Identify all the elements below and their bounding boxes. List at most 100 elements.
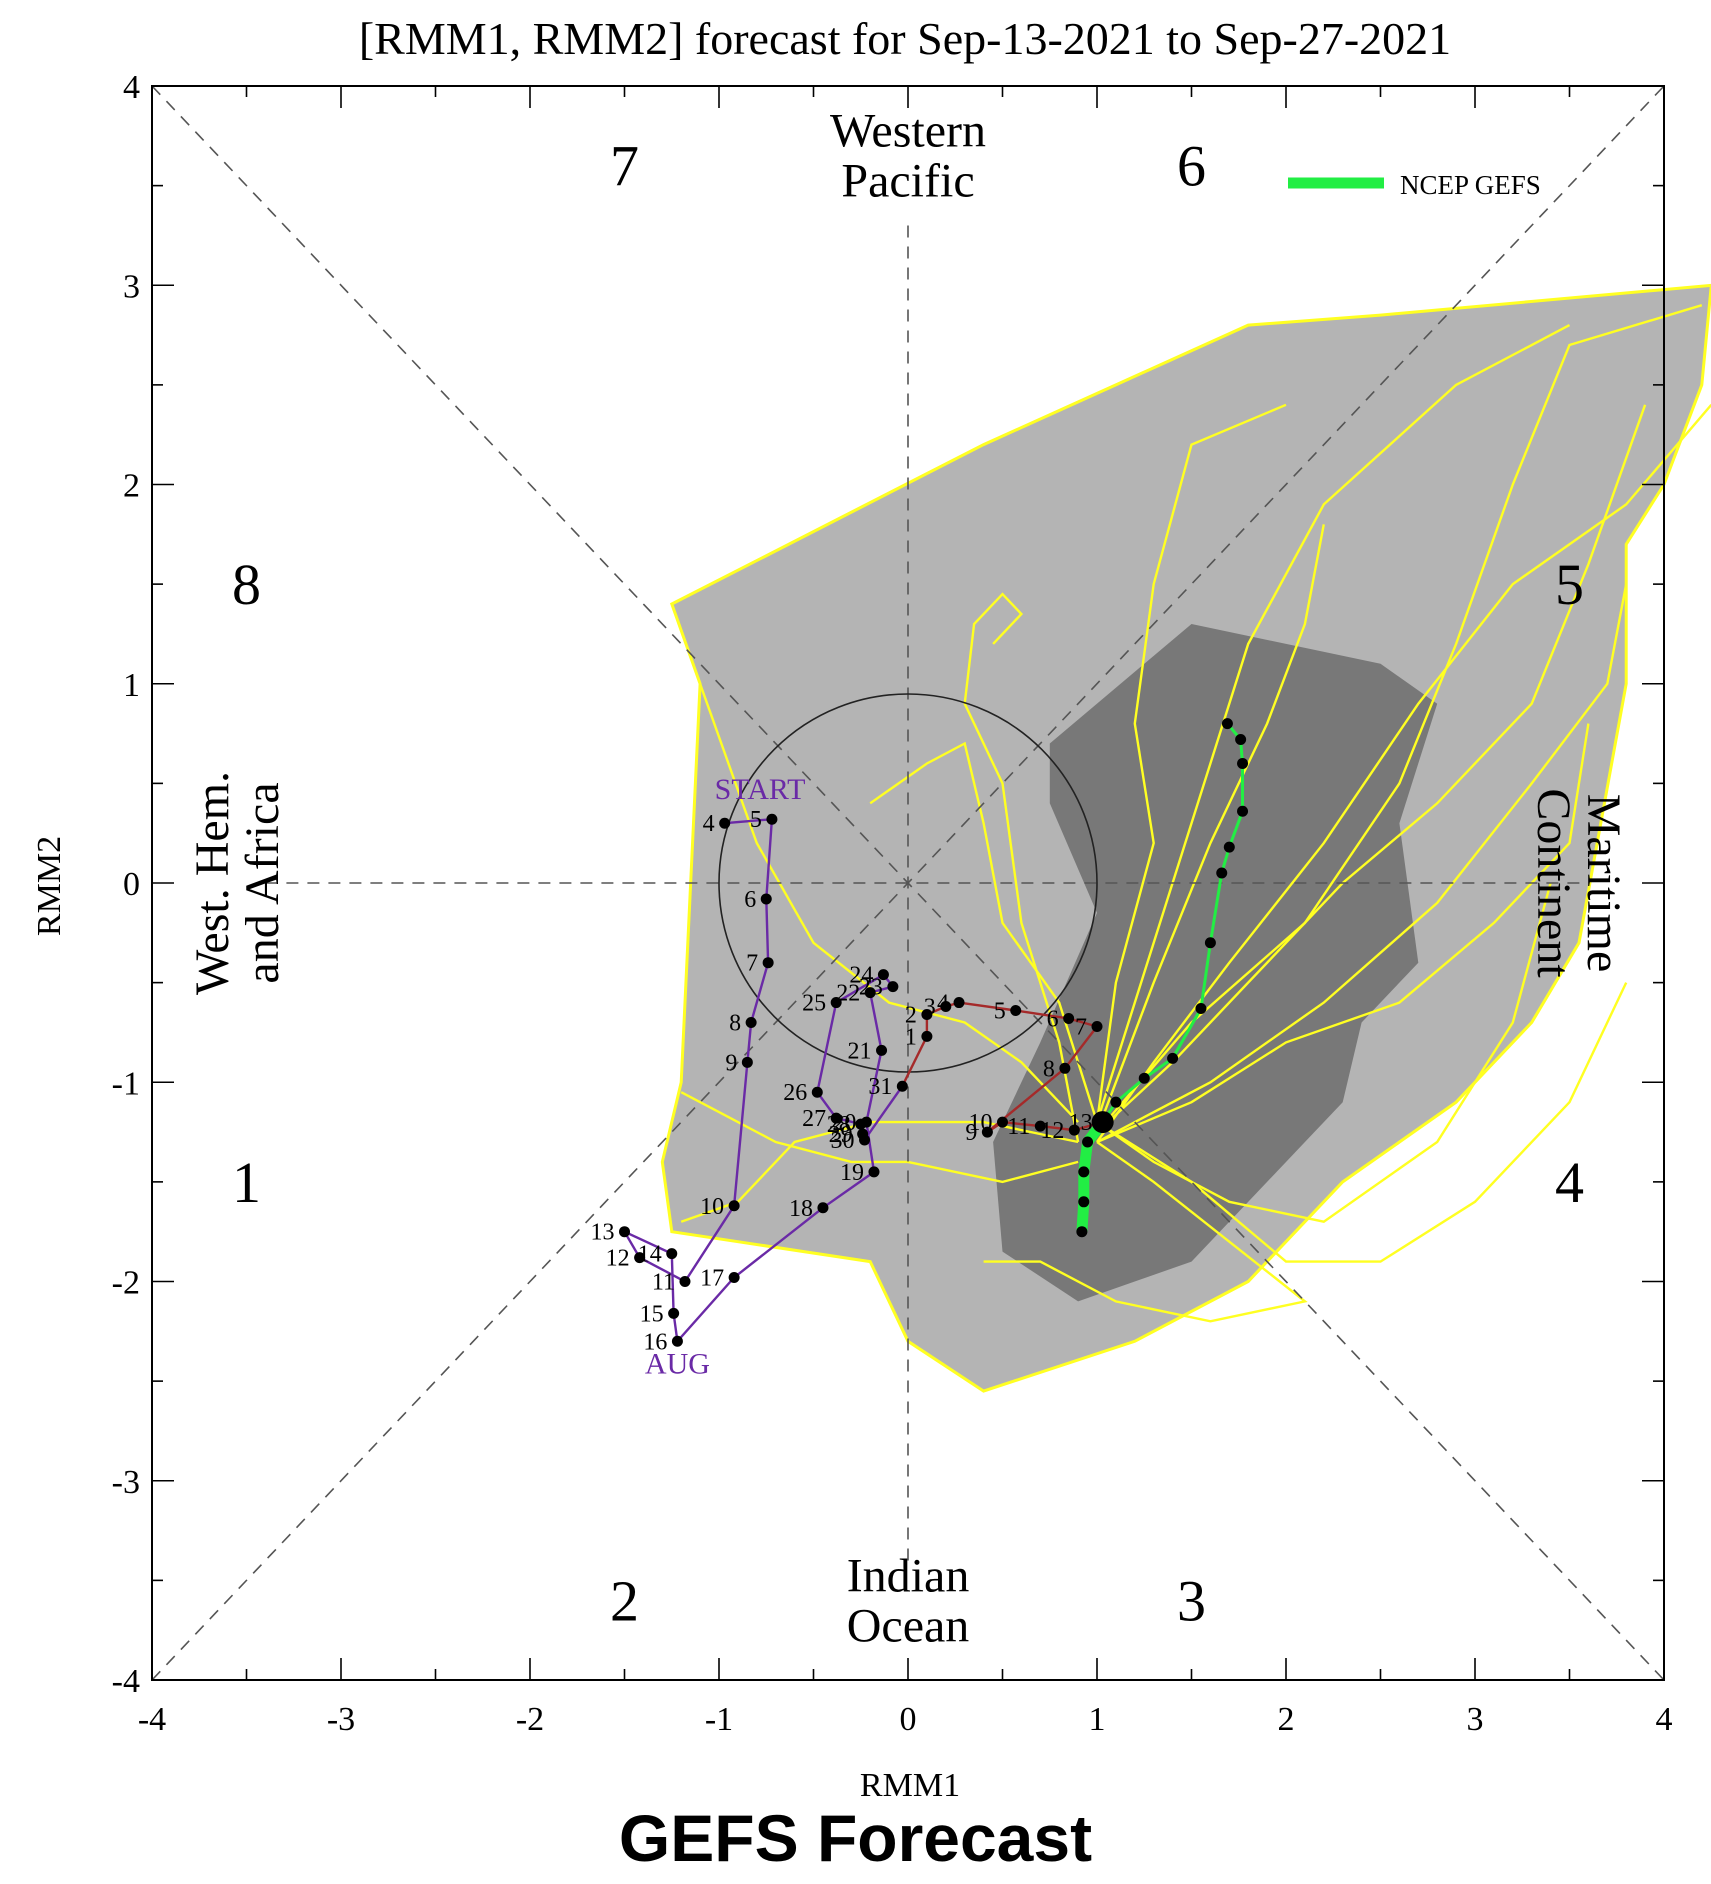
ensemble-member-9 [1096,723,1590,1144]
track-day-label: 12 [606,1246,630,1272]
track-day-label: 7 [1075,1014,1087,1040]
x-tick-label: -2 [516,1701,544,1738]
track-point [1059,1062,1071,1074]
gefs-mean-point [1204,937,1216,949]
track-day-label: 28 [827,1112,851,1138]
y-axis-label: RMM2 [31,836,68,936]
gefs-mean-point [1076,1226,1088,1238]
ensemble-member-15 [869,741,1099,1123]
ensemble-member-7 [963,592,1080,1143]
track-point [728,1272,740,1284]
track-day-label: 2 [905,1003,917,1029]
y-tick-label: -1 [112,1065,140,1102]
track-point [762,957,774,969]
track-day-label: 19 [840,1160,864,1186]
region-label-line: Indian [847,1549,970,1602]
ensemble-members [670,304,1711,1323]
track-day-label: 4 [703,811,715,837]
track-point [728,1200,740,1212]
track-point [766,813,778,825]
track-day-label: 1 [905,1024,917,1050]
track-day-label: 31 [868,1074,892,1100]
track-day-label: 13 [591,1220,615,1246]
chart-legend: NCEP GEFS [1288,170,1541,200]
region-label-line: Western [830,105,986,158]
track-day-label: 16 [643,1329,667,1355]
region-label-line: Continent [1527,788,1580,978]
track-day-label: 29 [829,1122,853,1148]
track-point [868,1166,880,1178]
region-label-line: and Africa [236,782,289,983]
ensemble-member-6 [1095,403,1287,1123]
track-day-label: 24 [849,963,873,989]
x-tick-label: -3 [327,1701,355,1738]
phase-label-7: 7 [610,134,639,199]
ensemble-member-16 [1095,524,1325,1133]
gefs-mean-point [1235,734,1247,746]
track-day-label: 6 [1047,1006,1059,1032]
gefs-mean-point [1078,1166,1090,1178]
ensemble-member-8 [1096,882,1552,1223]
track-point [745,1016,757,1028]
track-day-label: 8 [729,1010,741,1036]
track-day-label: 5 [750,807,762,833]
track-day-label: 3 [924,995,936,1021]
track-day-label: 8 [1043,1056,1055,1082]
chart-title: [RMM1, RMM2] forecast for Sep-13-2021 to… [359,13,1451,64]
track-point [940,1001,952,1013]
track-point [668,1307,680,1319]
region-label-line: Pacific [841,155,974,208]
gefs-mean-point [1221,718,1233,730]
track-day-label: 11 [1007,1114,1030,1140]
y-tick-label: 3 [123,268,140,305]
phase-label-6: 6 [1177,134,1206,199]
phase-label-8: 8 [232,552,261,617]
track-day-label: 10 [700,1194,724,1220]
track-point [679,1276,691,1287]
aug-label: AUG [645,1347,710,1380]
track-day-label: 17 [700,1266,724,1292]
y-tick-label: 0 [123,866,140,903]
track-day-label: 5 [994,999,1006,1025]
track-day-label: 25 [802,991,826,1017]
forecast-start-point [1091,1111,1114,1134]
region-label-line: West. Hem. [186,771,239,995]
gefs-mean-point [1110,1096,1122,1108]
phase-label-4: 4 [1555,1150,1584,1215]
ensemble-member-3 [1096,304,1703,1133]
track-day-label: 9 [965,1120,977,1146]
ensemble-member-14 [983,1141,1308,1323]
observed-track: 4 567891011121314151617181920212223242526… [591,773,1109,1380]
track-day-label: 7 [746,951,758,977]
region-label-3: West. Hem.and Africa [186,771,289,995]
gefs-mean-point [1223,841,1235,853]
track-point [953,997,965,1009]
track-point [741,1056,753,1068]
track-point [760,893,772,905]
track-point [1068,1124,1080,1136]
phase-label-1: 1 [232,1150,261,1215]
gefs-mean-track [1076,718,1249,1238]
phase-guides [151,85,1665,1681]
figure-caption: GEFS Forecast [618,1801,1093,1875]
track-point [811,1086,823,1098]
gefs-mean-point [1237,757,1249,769]
track-point [666,1248,678,1260]
y-tick-label: -2 [112,1265,140,1302]
track-point [817,1202,829,1214]
x-axis-label: RMM1 [860,1767,960,1804]
track-day-label: 12 [1040,1118,1064,1144]
gefs-mean-point [1138,1072,1150,1084]
x-tick-label: 4 [1656,1701,1673,1738]
x-tick-label: 0 [900,1701,917,1738]
x-tick-label: -1 [705,1701,733,1738]
track-day-label: 18 [789,1196,813,1222]
track-point [634,1252,646,1264]
track-point [981,1126,993,1138]
track-point [671,1335,683,1347]
